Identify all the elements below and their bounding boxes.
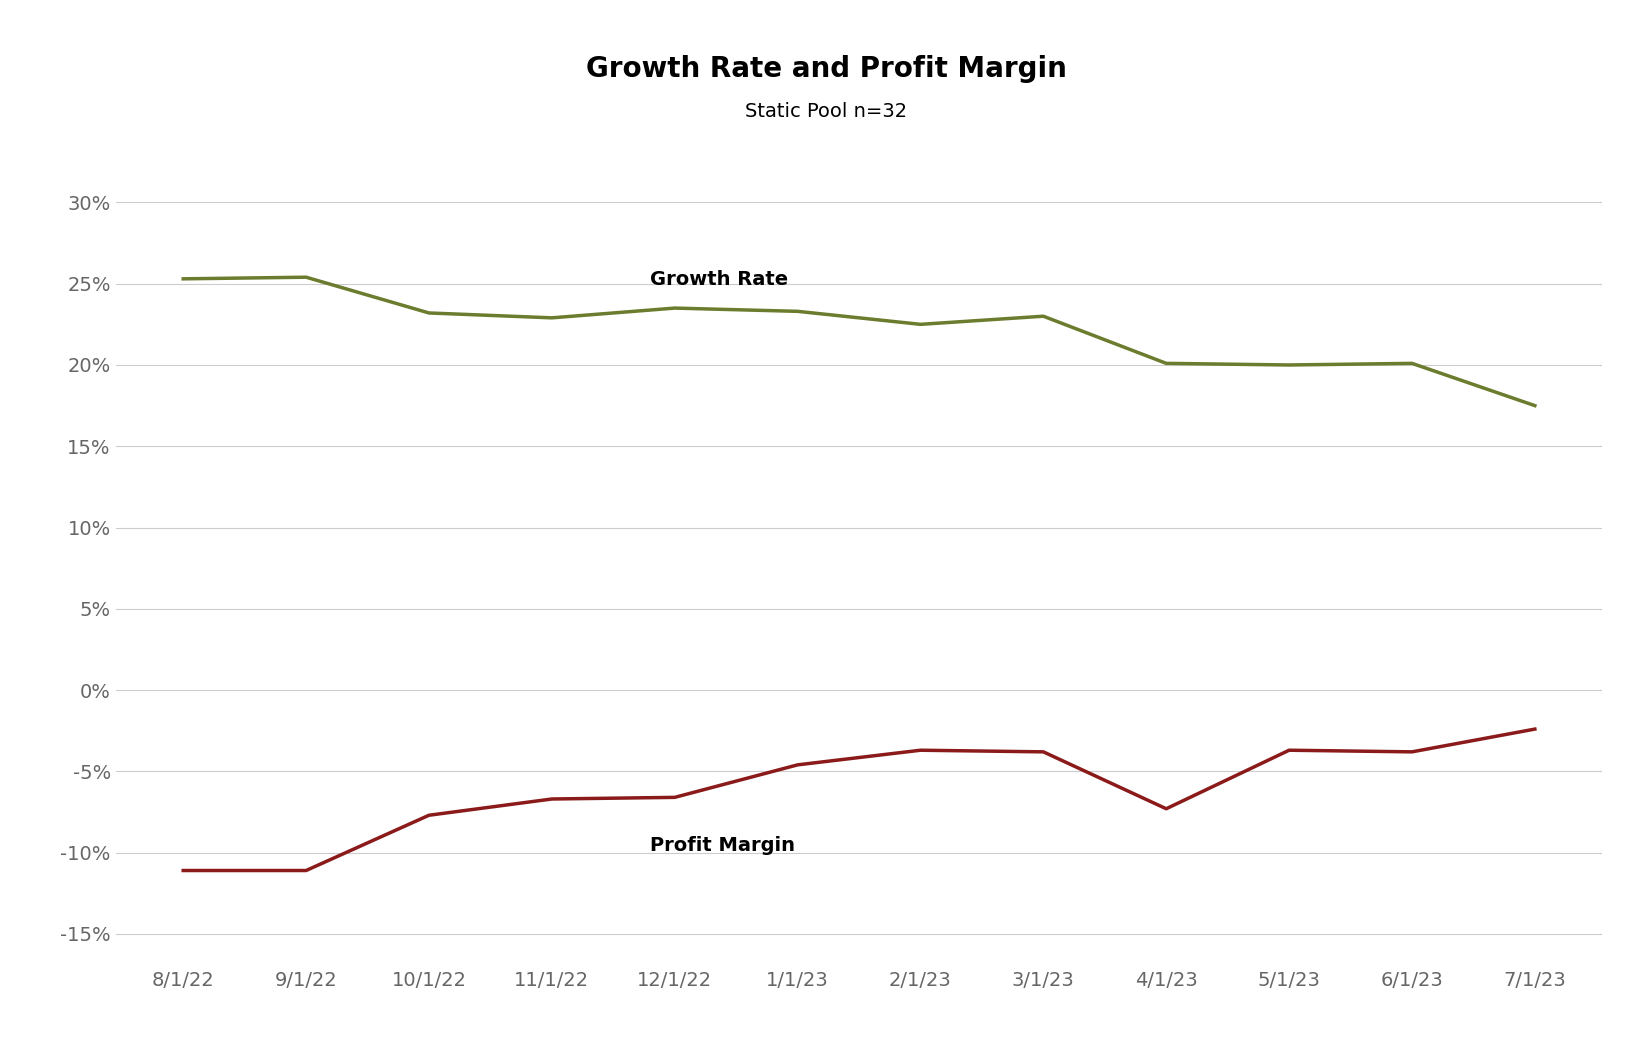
Text: Static Pool n=32: Static Pool n=32 [745, 102, 907, 121]
Text: Profit Margin: Profit Margin [651, 837, 795, 855]
Text: Growth Rate and Profit Margin: Growth Rate and Profit Margin [585, 55, 1067, 83]
Text: Growth Rate: Growth Rate [651, 270, 788, 289]
